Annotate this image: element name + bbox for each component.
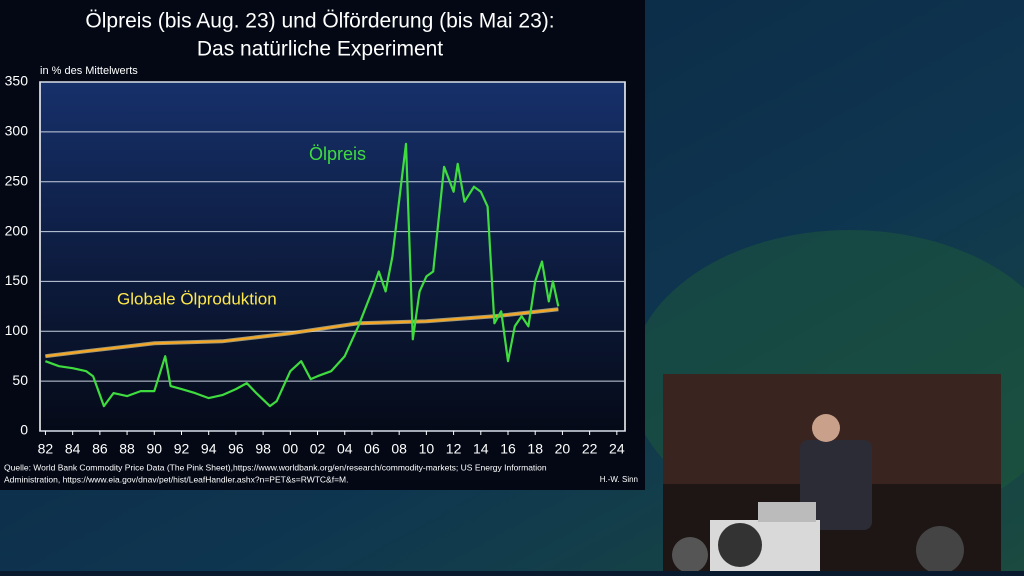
x-tick-label: 82 [38, 441, 54, 457]
audience-head [672, 537, 708, 573]
y-axis-label: in % des Mittelwerts [40, 65, 138, 77]
x-tick-label: 88 [119, 441, 135, 457]
y-tick-label: 0 [20, 422, 28, 438]
laptop [758, 502, 816, 522]
plot-area [39, 81, 626, 432]
x-tick-label: 14 [473, 441, 489, 457]
x-tick-label: 02 [310, 441, 326, 457]
x-tick-label: 12 [446, 441, 462, 457]
x-tick-label: 10 [419, 441, 435, 457]
series-label: Globale Ölproduktion [117, 289, 277, 308]
x-tick-label: 00 [283, 441, 299, 457]
chart-title: Ölpreis (bis Aug. 23) und Ölförderung (b… [85, 10, 554, 33]
y-tick-label: 200 [5, 222, 29, 238]
x-tick-label: 24 [609, 441, 625, 457]
series-label: Ölpreis [309, 144, 366, 164]
series-line [45, 308, 559, 358]
x-tick-label: 96 [228, 441, 244, 457]
x-tick-label: 06 [364, 441, 380, 457]
x-tick-label: 86 [92, 441, 108, 457]
x-tick-label: 18 [527, 441, 543, 457]
x-tick-label: 92 [174, 441, 190, 457]
y-tick-label: 250 [5, 172, 29, 188]
audience-head [718, 523, 762, 567]
x-tick-label: 04 [337, 441, 353, 457]
source: Administration, https://www.eia.gov/dnav… [4, 474, 349, 484]
speaker-head [812, 414, 840, 442]
x-tick-label: 90 [146, 441, 162, 457]
x-tick-label: 98 [255, 441, 271, 457]
speaker-video [663, 374, 1001, 574]
y-tick-label: 50 [12, 372, 28, 388]
x-tick-label: 08 [391, 441, 407, 457]
source: Quelle: World Bank Commodity Price Data … [4, 462, 547, 472]
x-tick-label: 84 [65, 441, 81, 457]
credit: H.-W. Sinn [600, 475, 638, 484]
audience-head [916, 526, 964, 574]
y-tick-label: 350 [5, 73, 29, 89]
x-tick-label: 20 [555, 441, 571, 457]
speaker-body [800, 440, 872, 530]
y-tick-label: 100 [5, 322, 29, 338]
y-tick-label: 300 [5, 123, 29, 139]
x-tick-label: 22 [582, 441, 598, 457]
x-tick-label: 94 [201, 441, 217, 457]
series-line [45, 142, 560, 408]
x-tick-label: 16 [500, 441, 516, 457]
y-tick-label: 150 [5, 272, 29, 288]
chart-subtitle: Das natürliche Experiment [197, 38, 443, 61]
